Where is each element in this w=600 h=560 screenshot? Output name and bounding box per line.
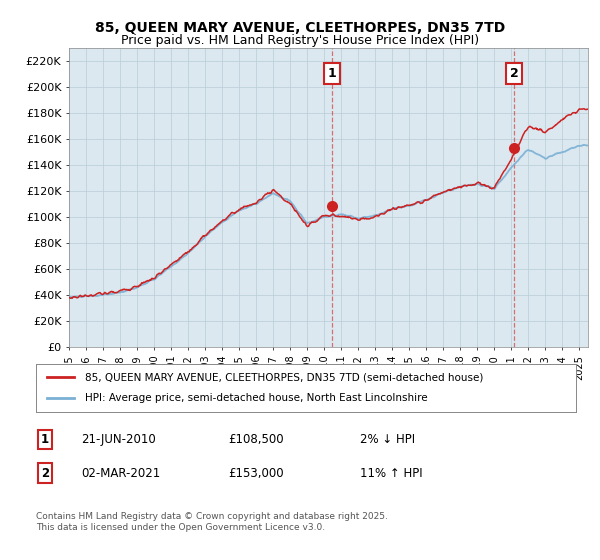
Text: 21-JUN-2010: 21-JUN-2010 — [81, 433, 156, 446]
Text: 2: 2 — [41, 466, 49, 480]
Text: Price paid vs. HM Land Registry's House Price Index (HPI): Price paid vs. HM Land Registry's House … — [121, 34, 479, 46]
Text: Contains HM Land Registry data © Crown copyright and database right 2025.
This d: Contains HM Land Registry data © Crown c… — [36, 512, 388, 532]
Text: 02-MAR-2021: 02-MAR-2021 — [81, 466, 160, 480]
Text: 2% ↓ HPI: 2% ↓ HPI — [360, 433, 415, 446]
Text: £153,000: £153,000 — [228, 466, 284, 480]
Text: £108,500: £108,500 — [228, 433, 284, 446]
Text: 85, QUEEN MARY AVENUE, CLEETHORPES, DN35 7TD (semi-detached house): 85, QUEEN MARY AVENUE, CLEETHORPES, DN35… — [85, 372, 483, 382]
Text: HPI: Average price, semi-detached house, North East Lincolnshire: HPI: Average price, semi-detached house,… — [85, 393, 427, 403]
Text: 1: 1 — [41, 433, 49, 446]
Text: 85, QUEEN MARY AVENUE, CLEETHORPES, DN35 7TD: 85, QUEEN MARY AVENUE, CLEETHORPES, DN35… — [95, 21, 505, 35]
Text: 1: 1 — [328, 67, 337, 80]
Text: 2: 2 — [510, 67, 518, 80]
Text: 11% ↑ HPI: 11% ↑ HPI — [360, 466, 422, 480]
